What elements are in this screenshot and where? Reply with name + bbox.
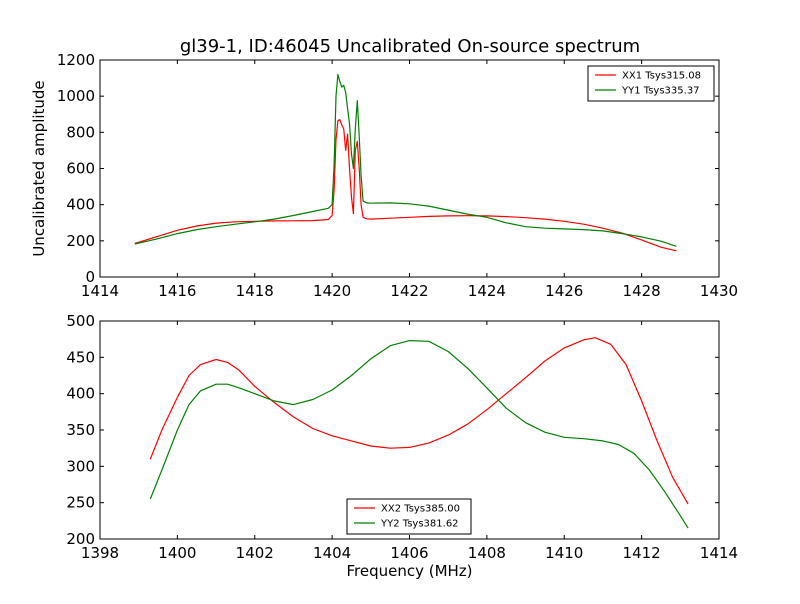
x-tick-label: 1412 (623, 544, 661, 562)
legend-entry-label: YY1 Tsys335.37 (621, 86, 700, 97)
y-tick-label: 1200 (57, 51, 95, 69)
y-tick-label: 300 (66, 457, 95, 475)
x-tick-label: 1424 (468, 282, 506, 300)
x-tick-label: 1422 (390, 282, 428, 300)
legend-box (587, 65, 715, 102)
legend: XX2 Tsys385.00 YY2 Tsys381.62 (346, 498, 472, 535)
x-tick-label: 1418 (236, 282, 274, 300)
x-tick-label: 1408 (468, 544, 506, 562)
legend: XX1 Tsys315.08 YY1 Tsys335.37 (587, 65, 715, 102)
panel-2: 1398 1400 1402 1404 1406 1408 1410 1412 1414 200 2… (66, 312, 738, 580)
y-tick-label: 250 (66, 494, 95, 512)
x-tick-label: 1410 (545, 544, 583, 562)
x-tick-label: 1402 (236, 544, 274, 562)
x-tick-label: 1430 (700, 282, 738, 300)
x-tick-label: 1400 (158, 544, 196, 562)
x-tick-label: 1414 (81, 282, 119, 300)
y-tick-label: 1000 (57, 87, 95, 105)
x-tick-label: 1420 (313, 282, 351, 300)
x-tick-label: 1406 (390, 544, 428, 562)
y-tick-label: 450 (66, 348, 95, 366)
y-tick-label: 800 (66, 123, 95, 141)
y-tick-label: 400 (66, 196, 95, 214)
x-tick-label: 1426 (545, 282, 583, 300)
y-tick-label: 350 (66, 421, 95, 439)
x-axis-label: Frequency (MHz) (346, 562, 472, 580)
series-line-yy1 (134, 73, 677, 247)
legend-entry-label: YY2 Tsys381.62 (380, 519, 459, 530)
legend-entry-label: XX1 Tsys315.08 (622, 71, 701, 82)
panel-1: 1414 1416 1418 1420 1422 1424 1426 1428 1430 0 200… (30, 51, 738, 300)
x-tick-label: 1398 (81, 544, 119, 562)
y-tick-label: 500 (66, 312, 95, 330)
x-tick-label: 1404 (313, 544, 351, 562)
y-tick-label: 200 (66, 530, 95, 548)
x-tick-label: 1414 (700, 544, 738, 562)
legend-box (346, 498, 472, 535)
series-line-yy2 (149, 340, 689, 529)
y-tick-label: 600 (66, 160, 95, 178)
series-line-xx1 (134, 119, 677, 252)
y-tick-label: 0 (85, 268, 95, 286)
y-tick-label: 400 (66, 385, 95, 403)
series-line-xx2 (149, 337, 689, 505)
legend-entry-label: XX2 Tsys385.00 (381, 504, 460, 515)
y-tick-label: 200 (66, 232, 95, 250)
y-axis-label: Uncalibrated amplitude (30, 80, 48, 256)
figure-title: gl39-1, ID:46045 Uncalibrated On-source … (180, 36, 640, 57)
x-tick-label: 1416 (158, 282, 196, 300)
x-tick-label: 1428 (623, 282, 661, 300)
